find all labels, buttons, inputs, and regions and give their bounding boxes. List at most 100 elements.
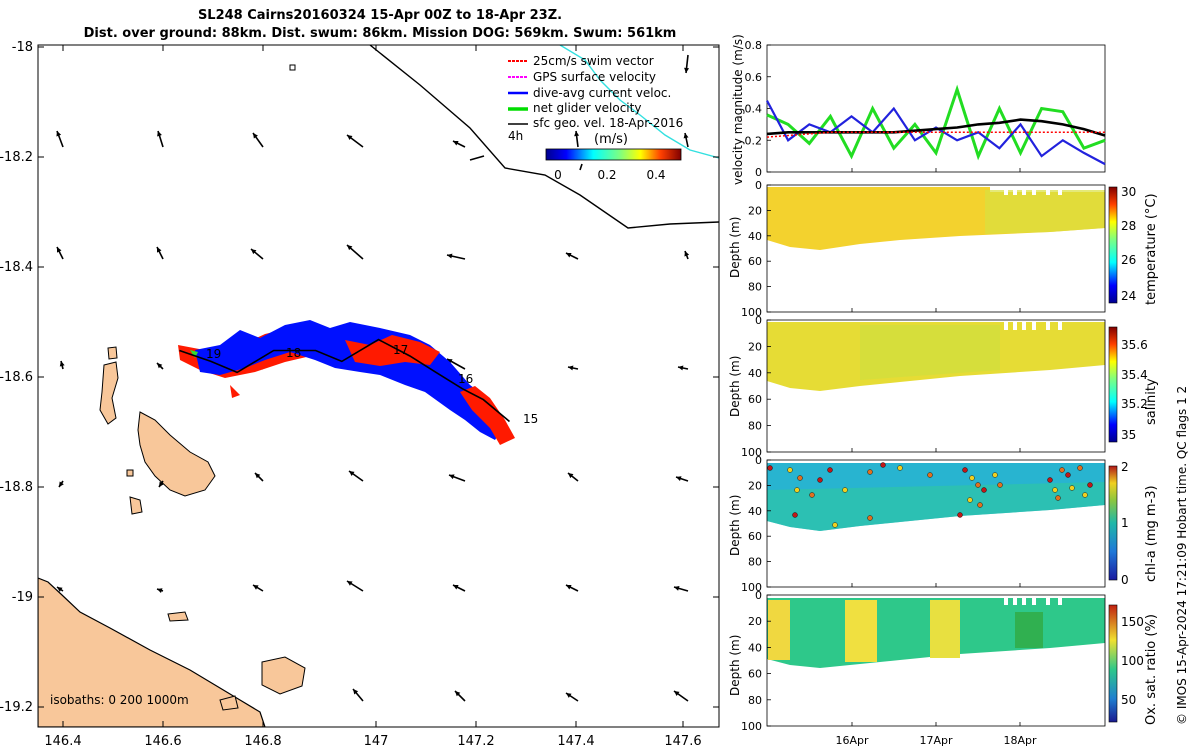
chla-dot [1059,467,1065,473]
temperature-field-cooler [985,190,1105,234]
isobath-1000m [369,45,719,229]
depth-tick-label: 20 [748,479,762,492]
geo-arrow-head [568,473,574,479]
surface-gap [1013,595,1017,605]
oxygen-colorbar [1108,604,1118,723]
map-xtick-label: 146.4 [44,734,81,749]
figure-title: SL248 Cairns20160324 15-Apr 00Z to 18-Ap… [197,8,563,23]
chla-dot [927,472,933,478]
chla-dot [967,497,973,503]
depth-tick-label: 80 [748,281,762,294]
chla-dot [794,487,800,493]
chla-dot [827,467,833,473]
chla-dot [962,467,968,473]
depth-tick-label: 0 [755,454,762,467]
map-frame [37,44,720,728]
temp-depth-ylabel: Depth (m) [728,217,742,278]
geo-arrow-head [566,253,572,258]
ox-cb-tick-150: 150 [1121,615,1144,629]
geo-arrow-head [157,131,162,137]
chla-panel [766,459,1118,588]
surface-gap [1022,595,1026,605]
temperature-panel [766,184,1118,313]
vel-ytick-label: 0 [755,166,762,179]
credit-text: © IMOS 15-Apr-2024 17:21:09 Hobart time.… [1175,386,1189,725]
ox-depth-ylabel: Depth (m) [728,635,742,696]
colorbar-tick-0: 0 [554,168,562,182]
reef-outline [289,64,296,71]
surface-gap [1032,320,1036,330]
chla-colorbar [1108,465,1118,581]
isobath-note: isobaths: 0 200 1000m [50,693,189,707]
geo-arrow-head [684,67,690,73]
geo-arrow-head [56,131,62,137]
surface-gap [1004,320,1008,330]
ox-cb-tick-50: 50 [1121,693,1136,707]
chla-dot [977,502,983,508]
oxygen-high-1 [768,600,790,660]
map-xtick-label: 146.6 [144,734,181,749]
temp-cb-tick-26: 26 [1121,253,1136,267]
map-ytick-label: -18.8 [0,480,33,495]
geo-arrow-head [251,249,257,255]
geo-arrow-shaft [469,155,485,161]
map-xtick-label: 147.4 [557,734,594,749]
geo-arrow-head [683,133,689,139]
vel-ytick-label: 0.4 [745,103,763,116]
surface-gap [1032,185,1036,195]
depth-tick-label: 80 [748,556,762,569]
chla-dot [817,477,823,483]
sal-cb-tick-35.4: 35.4 [1121,368,1148,382]
geo-arrow-head [568,365,574,371]
legend-label-swim: 25cm/s swim vector [533,54,654,68]
temperature-surface-notches [1004,185,1062,195]
chla-dot [832,522,838,528]
chla-dot [992,472,998,478]
swath-red-mid [345,335,440,366]
geo-arrow-head [566,585,572,590]
chla-cb-tick-0: 0 [1121,573,1129,587]
island-large [137,411,216,497]
geostrophic-velocity-arrows [56,54,690,702]
map-ytick-label: -18.6 [0,370,33,385]
series-line-gps [766,131,1105,138]
chla-dot [1077,465,1083,471]
map-xtick-label: 147.6 [664,734,701,749]
depth-tick-label: 100 [741,446,762,459]
chla-dot [1052,487,1058,493]
net-glider-track [179,338,511,423]
chla-dot [981,487,987,493]
chla-depth-ylabel: Depth (m) [728,495,742,556]
island-west [99,361,119,425]
geo-arrow-head [159,481,164,487]
chla-dot [1069,485,1075,491]
map-ytick-label: -18.2 [0,150,33,165]
map-ytick-label: -18 [12,40,33,55]
island-small-4 [126,469,134,477]
depth-tick-label: 100 [741,581,762,594]
isobath-200m [559,45,719,159]
interval-label: 4h [508,129,523,143]
chla-cb-tick-1: 1 [1121,516,1129,530]
surface-gap [1004,185,1008,195]
chla-dot [1065,472,1071,478]
chla-dot [975,482,981,488]
geo-arrow-head [59,361,65,367]
depth-tick-label: 100 [741,306,762,319]
temp-cb-tick-24: 24 [1121,289,1136,303]
temperature-colorbar-label: temperature (°C) [1144,193,1159,305]
geo-arrow-head [347,135,353,140]
island-small-1 [107,346,118,360]
geo-arrow-head [57,587,63,592]
swath-red-east [460,386,515,445]
salinity-colorbar [1108,326,1118,443]
vel-ytick-label: 0.6 [745,71,763,84]
geo-arrow-head [59,481,64,487]
chla-dot [809,492,815,498]
map-axis-ticks: -18 -18.2 -18.4 -18.6 -18.8 -19 -19.2 146.4 146.… [0,40,719,749]
sal-cb-tick-35.2: 35.2 [1121,397,1148,411]
temperature-colorbar [1108,186,1118,304]
geo-arrow-head [447,359,453,364]
surface-gap [1058,595,1062,605]
